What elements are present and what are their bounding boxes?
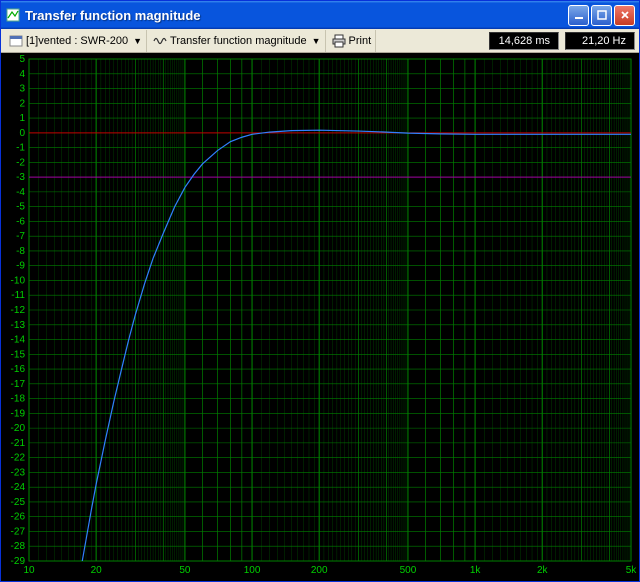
chevron-down-icon: ▼ <box>312 36 321 46</box>
svg-text:-22: -22 <box>11 453 26 464</box>
dataset-selector[interactable]: [1]vented : SWR-200 ▼ <box>5 30 147 52</box>
app-window: Transfer function magnitude [1]vented : … <box>0 0 640 582</box>
svg-text:-4: -4 <box>16 187 25 198</box>
svg-text:2k: 2k <box>537 565 549 576</box>
mode-label: Transfer function magnitude <box>170 35 307 47</box>
print-icon <box>332 34 346 48</box>
svg-text:3: 3 <box>19 84 25 95</box>
svg-text:-18: -18 <box>11 394 26 405</box>
svg-text:-5: -5 <box>16 202 25 213</box>
svg-text:-24: -24 <box>11 482 26 493</box>
print-button[interactable]: Print <box>328 30 377 52</box>
svg-text:5: 5 <box>19 54 25 65</box>
app-icon <box>5 7 21 23</box>
svg-text:-20: -20 <box>11 423 26 434</box>
svg-text:-23: -23 <box>11 467 26 478</box>
close-button[interactable] <box>614 5 635 26</box>
readout-time: 14,628 ms <box>489 32 559 50</box>
svg-text:50: 50 <box>179 565 191 576</box>
svg-text:-11: -11 <box>11 290 25 301</box>
svg-text:-27: -27 <box>11 526 26 537</box>
svg-text:-10: -10 <box>11 275 26 286</box>
svg-text:5k: 5k <box>626 565 637 576</box>
minimize-button[interactable] <box>568 5 589 26</box>
svg-text:-7: -7 <box>16 231 25 242</box>
svg-text:100: 100 <box>244 565 261 576</box>
svg-text:-19: -19 <box>11 408 26 419</box>
dataset-label: [1]vented : SWR-200 <box>26 35 128 47</box>
svg-text:10: 10 <box>23 565 35 576</box>
chart-area[interactable]: 543210-1-2-3-4-5-6-7-8-9-10-11-12-13-14-… <box>1 53 639 581</box>
svg-text:4: 4 <box>19 69 25 80</box>
readout-freq: 21,20 Hz <box>565 32 635 50</box>
svg-text:-9: -9 <box>16 261 25 272</box>
window-buttons <box>568 5 635 26</box>
toolbar: [1]vented : SWR-200 ▼ Transfer function … <box>1 29 639 53</box>
svg-text:-8: -8 <box>16 246 25 257</box>
svg-text:-25: -25 <box>11 497 26 508</box>
chart-svg: 543210-1-2-3-4-5-6-7-8-9-10-11-12-13-14-… <box>1 53 637 579</box>
svg-text:-17: -17 <box>11 379 26 390</box>
waveform-icon <box>153 34 167 48</box>
svg-text:200: 200 <box>311 565 328 576</box>
chevron-down-icon: ▼ <box>133 36 142 46</box>
svg-text:500: 500 <box>400 565 417 576</box>
mode-selector[interactable]: Transfer function magnitude ▼ <box>149 30 325 52</box>
svg-text:-3: -3 <box>16 172 25 183</box>
titlebar[interactable]: Transfer function magnitude <box>1 1 639 29</box>
svg-text:-28: -28 <box>11 541 26 552</box>
svg-text:-21: -21 <box>11 438 26 449</box>
svg-text:1k: 1k <box>470 565 482 576</box>
svg-text:-14: -14 <box>11 335 26 346</box>
svg-text:-1: -1 <box>16 143 25 154</box>
svg-text:-2: -2 <box>16 157 25 168</box>
maximize-button[interactable] <box>591 5 612 26</box>
svg-text:-13: -13 <box>11 320 26 331</box>
svg-text:-26: -26 <box>11 512 26 523</box>
dataset-icon <box>9 34 23 48</box>
svg-text:-16: -16 <box>11 364 26 375</box>
svg-text:20: 20 <box>91 565 103 576</box>
svg-text:0: 0 <box>19 128 25 139</box>
svg-text:-12: -12 <box>11 305 26 316</box>
svg-text:-15: -15 <box>11 349 26 360</box>
svg-text:-6: -6 <box>16 216 25 227</box>
svg-text:1: 1 <box>19 113 25 124</box>
window-title: Transfer function magnitude <box>25 8 568 23</box>
svg-text:2: 2 <box>19 98 25 109</box>
print-label: Print <box>349 35 372 47</box>
